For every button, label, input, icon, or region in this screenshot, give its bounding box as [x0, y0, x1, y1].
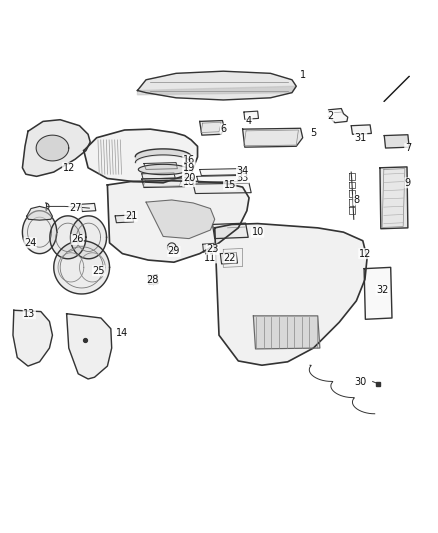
Text: 27: 27	[69, 203, 81, 213]
Polygon shape	[193, 183, 251, 193]
Text: 4: 4	[246, 116, 252, 126]
Text: 32: 32	[376, 285, 389, 295]
Polygon shape	[13, 310, 53, 366]
Polygon shape	[27, 206, 53, 220]
Text: 16: 16	[183, 155, 195, 165]
Text: 30: 30	[354, 377, 367, 387]
Text: 9: 9	[405, 178, 411, 188]
Text: 20: 20	[183, 173, 195, 183]
Text: 10: 10	[251, 227, 264, 237]
Text: 2: 2	[328, 111, 334, 122]
Text: 24: 24	[24, 238, 36, 248]
Polygon shape	[142, 173, 175, 179]
Polygon shape	[138, 164, 188, 175]
Polygon shape	[81, 204, 96, 212]
Polygon shape	[364, 268, 392, 319]
Text: 22: 22	[223, 253, 236, 263]
Text: 17: 17	[183, 169, 195, 179]
Polygon shape	[203, 244, 215, 252]
Polygon shape	[142, 178, 185, 188]
Polygon shape	[384, 135, 409, 148]
Polygon shape	[200, 120, 225, 135]
Polygon shape	[328, 109, 348, 123]
Polygon shape	[212, 223, 248, 239]
Polygon shape	[138, 86, 296, 95]
Polygon shape	[197, 175, 240, 182]
Polygon shape	[22, 120, 90, 176]
Polygon shape	[148, 275, 158, 285]
Text: 18: 18	[183, 176, 195, 187]
Text: 31: 31	[354, 133, 367, 143]
Polygon shape	[84, 129, 198, 183]
Text: 29: 29	[168, 246, 180, 256]
Polygon shape	[200, 168, 241, 175]
Polygon shape	[22, 211, 57, 254]
Polygon shape	[380, 167, 408, 229]
Text: 11: 11	[204, 253, 216, 263]
Polygon shape	[215, 223, 367, 365]
Text: 12: 12	[359, 248, 371, 259]
Polygon shape	[67, 314, 112, 379]
Text: 1: 1	[300, 70, 306, 80]
Text: 13: 13	[23, 309, 35, 319]
Text: 23: 23	[206, 244, 219, 254]
Text: 19: 19	[183, 163, 195, 173]
Polygon shape	[144, 163, 177, 169]
Text: 26: 26	[71, 235, 84, 245]
Text: 12: 12	[63, 163, 75, 173]
Polygon shape	[36, 135, 69, 161]
Text: 6: 6	[220, 124, 226, 134]
Text: 15: 15	[223, 180, 236, 190]
Text: 7: 7	[405, 143, 411, 154]
Polygon shape	[244, 111, 258, 119]
Polygon shape	[115, 215, 134, 223]
Polygon shape	[146, 200, 215, 239]
Polygon shape	[220, 253, 237, 264]
Polygon shape	[243, 128, 303, 147]
Text: 8: 8	[353, 195, 360, 205]
Polygon shape	[138, 71, 296, 100]
Text: 14: 14	[117, 328, 128, 338]
Text: 28: 28	[146, 275, 159, 285]
Polygon shape	[54, 241, 110, 294]
Text: 34: 34	[237, 166, 249, 176]
Polygon shape	[50, 216, 86, 259]
Text: 21: 21	[125, 211, 137, 221]
Text: 25: 25	[92, 266, 105, 276]
Polygon shape	[253, 316, 320, 349]
Polygon shape	[351, 125, 371, 134]
Polygon shape	[71, 216, 106, 259]
Text: 5: 5	[310, 128, 317, 139]
Text: 33: 33	[237, 173, 249, 183]
Polygon shape	[107, 181, 249, 262]
